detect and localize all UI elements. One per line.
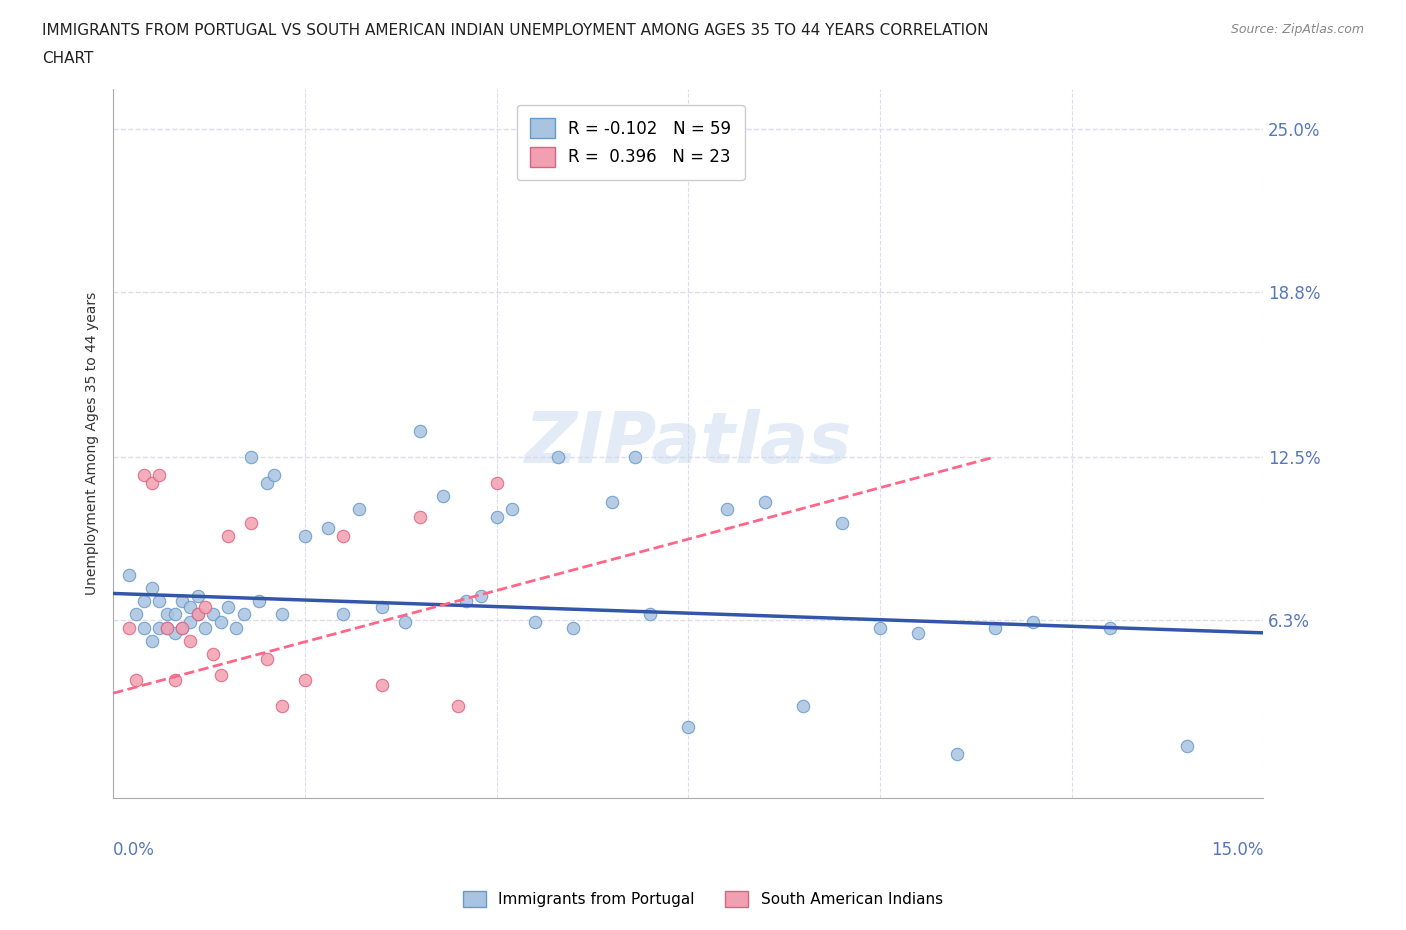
- Point: [623, 449, 645, 464]
- Point: [370, 599, 392, 614]
- Text: CHART: CHART: [42, 51, 94, 66]
- Point: [432, 489, 454, 504]
- Point: [156, 620, 179, 635]
- Point: [148, 594, 170, 609]
- Point: [194, 620, 217, 635]
- Point: [501, 502, 523, 517]
- Point: [201, 607, 224, 622]
- Point: [132, 468, 155, 483]
- Point: [179, 615, 201, 630]
- Point: [945, 746, 967, 761]
- Point: [263, 468, 285, 483]
- Point: [141, 476, 163, 491]
- Point: [485, 476, 508, 491]
- Point: [141, 633, 163, 648]
- Point: [370, 678, 392, 693]
- Point: [163, 607, 186, 622]
- Text: 0.0%: 0.0%: [114, 841, 155, 858]
- Point: [163, 672, 186, 687]
- Point: [179, 599, 201, 614]
- Point: [984, 620, 1007, 635]
- Point: [240, 515, 263, 530]
- Point: [125, 672, 148, 687]
- Point: [523, 615, 546, 630]
- Point: [186, 589, 208, 604]
- Point: [125, 607, 148, 622]
- Point: [716, 502, 738, 517]
- Point: [409, 423, 432, 438]
- Text: ZIPatlas: ZIPatlas: [524, 409, 852, 478]
- Point: [256, 652, 278, 667]
- Point: [294, 528, 316, 543]
- Point: [332, 607, 354, 622]
- Point: [332, 528, 354, 543]
- Point: [270, 607, 292, 622]
- Point: [485, 510, 508, 525]
- Point: [638, 607, 661, 622]
- Point: [754, 494, 776, 509]
- Point: [907, 625, 929, 640]
- Point: [179, 633, 201, 648]
- Point: [394, 615, 416, 630]
- Point: [148, 620, 170, 635]
- Point: [676, 720, 699, 735]
- Text: Source: ZipAtlas.com: Source: ZipAtlas.com: [1230, 23, 1364, 36]
- Point: [209, 615, 232, 630]
- Point: [172, 594, 194, 609]
- Point: [256, 476, 278, 491]
- Text: IMMIGRANTS FROM PORTUGAL VS SOUTH AMERICAN INDIAN UNEMPLOYMENT AMONG AGES 35 TO : IMMIGRANTS FROM PORTUGAL VS SOUTH AMERIC…: [42, 23, 988, 38]
- Point: [156, 620, 179, 635]
- Point: [117, 567, 139, 582]
- Point: [1022, 615, 1045, 630]
- Point: [247, 594, 270, 609]
- Point: [316, 521, 339, 536]
- Point: [454, 594, 477, 609]
- Point: [1098, 620, 1121, 635]
- Point: [470, 589, 492, 604]
- Text: 15.0%: 15.0%: [1211, 841, 1263, 858]
- Point: [1175, 738, 1198, 753]
- Point: [148, 468, 170, 483]
- Point: [831, 515, 853, 530]
- Point: [209, 668, 232, 683]
- Point: [172, 620, 194, 635]
- Point: [225, 620, 247, 635]
- Point: [447, 699, 470, 714]
- Point: [186, 607, 208, 622]
- Point: [547, 449, 569, 464]
- Point: [294, 672, 316, 687]
- Point: [172, 620, 194, 635]
- Point: [792, 699, 814, 714]
- Y-axis label: Unemployment Among Ages 35 to 44 years: Unemployment Among Ages 35 to 44 years: [86, 292, 100, 595]
- Legend: Immigrants from Portugal, South American Indians: Immigrants from Portugal, South American…: [457, 884, 949, 913]
- Legend: R = -0.102   N = 59, R =  0.396   N = 23: R = -0.102 N = 59, R = 0.396 N = 23: [516, 105, 745, 180]
- Point: [201, 646, 224, 661]
- Point: [600, 494, 623, 509]
- Point: [347, 502, 370, 517]
- Point: [132, 620, 155, 635]
- Point: [409, 510, 432, 525]
- Point: [186, 607, 208, 622]
- Point: [117, 620, 139, 635]
- Point: [217, 528, 239, 543]
- Point: [869, 620, 891, 635]
- Point: [270, 699, 292, 714]
- Point: [141, 580, 163, 595]
- Point: [163, 625, 186, 640]
- Point: [240, 449, 263, 464]
- Point: [132, 594, 155, 609]
- Point: [232, 607, 254, 622]
- Point: [194, 599, 217, 614]
- Point: [217, 599, 239, 614]
- Point: [156, 607, 179, 622]
- Point: [562, 620, 585, 635]
